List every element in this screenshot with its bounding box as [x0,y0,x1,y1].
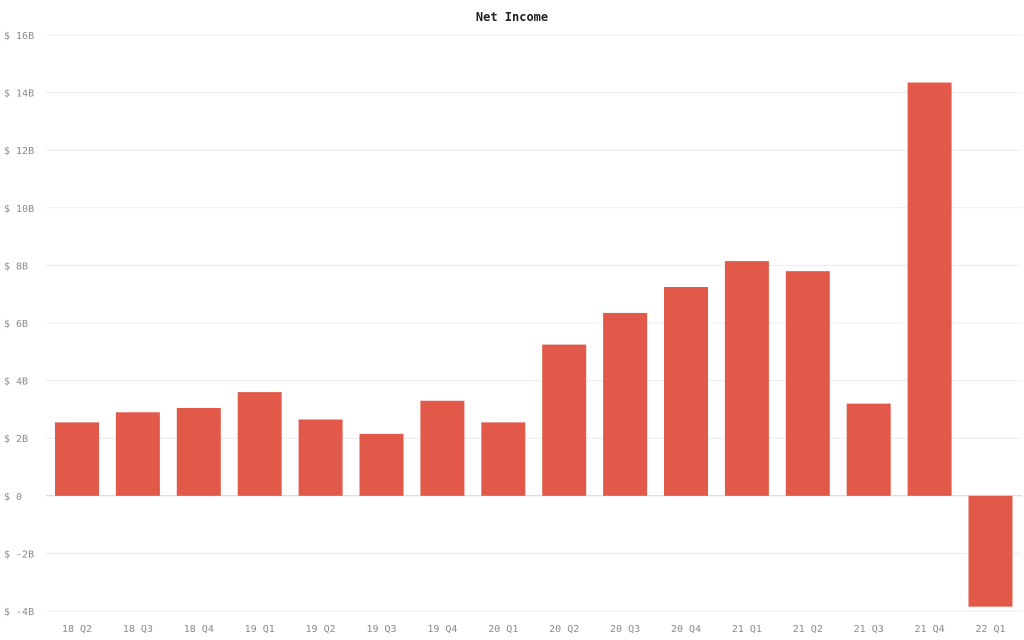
x-tick-label: 21 Q4 [915,624,945,635]
x-tick-label: 19 Q1 [245,624,275,635]
x-tick-label: 21 Q2 [793,624,823,635]
x-tick-label: 21 Q1 [732,624,762,635]
x-tick-label: 19 Q3 [366,624,396,635]
x-tick-label: 21 Q3 [854,624,884,635]
y-tick-label: $ 6B [4,319,28,330]
bar-20-q2 [542,344,587,496]
x-tick-label: 19 Q2 [306,624,336,635]
x-tick-label: 20 Q2 [549,624,579,635]
bar-18-q4 [176,407,221,496]
x-tick-label: 18 Q2 [62,624,92,635]
bar-21-q4 [907,82,952,496]
bars [55,82,1013,607]
x-tick-label: 18 Q3 [123,624,153,635]
bar-20-q1 [481,422,526,496]
bar-22-q1 [968,495,1013,607]
bar-18-q2 [55,422,99,496]
bar-21-q2 [785,271,830,496]
bar-21-q1 [724,261,769,496]
bar-20-q3 [603,312,648,496]
y-tick-label: $ 2B [4,434,28,445]
y-tick-label: $ 4B [4,377,28,388]
y-tick-label: $ -2B [4,549,34,560]
x-axis-ticks: 18 Q2 18 Q3 18 Q4 19 Q1 19 Q2 19 Q3 19 Q4 20 Q1… [62,624,1006,635]
x-tick-label: 19 Q4 [427,624,457,635]
y-axis-ticks: $ 16B $ 14B $ 12B $ 10B $ 8B $ 6B $ 4B $ 2B $ 0 $… [4,31,34,618]
x-tick-label: 20 Q1 [488,624,518,635]
x-tick-label: 18 Q4 [184,624,214,635]
bar-21-q3 [846,403,891,496]
y-tick-label: $ 14B [4,89,34,100]
bar-19-q1 [237,392,282,496]
y-tick-label: $ 0 [4,492,22,503]
x-tick-label: 22 Q1 [975,624,1005,635]
bar-20-q4 [664,287,708,496]
bar-18-q3 [115,412,160,496]
y-tick-label: $ 8B [4,261,28,272]
chart-title: Net Income [476,10,548,24]
y-tick-label: $ 10B [4,204,34,215]
gridlines [46,34,1022,612]
x-tick-label: 20 Q3 [610,624,640,635]
y-tick-label: $ -4B [4,607,34,618]
y-tick-label: $ 12B [4,146,34,157]
y-tick-label: $ 16B [4,31,34,42]
x-tick-label: 20 Q4 [671,624,701,635]
bar-19-q3 [359,433,404,496]
bar-19-q4 [420,400,465,496]
bar-19-q2 [298,419,343,496]
